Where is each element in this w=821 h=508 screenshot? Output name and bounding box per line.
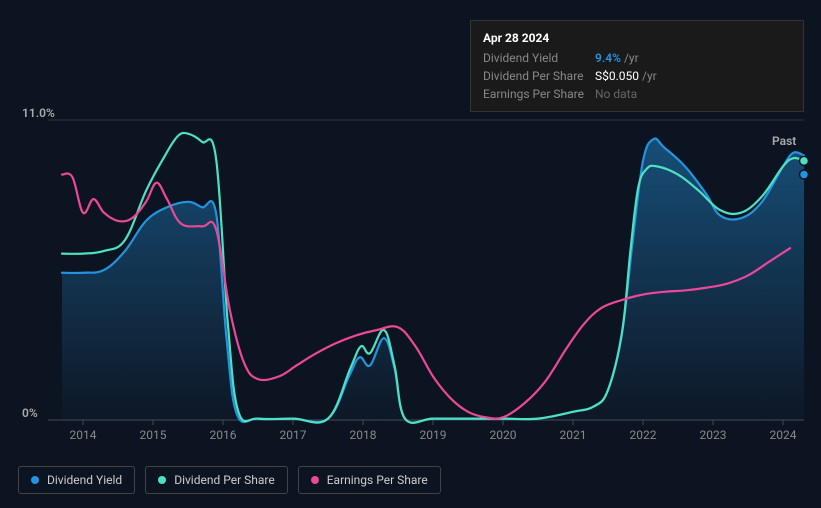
legend-item[interactable]: Earnings Per Share (298, 466, 441, 494)
x-axis-label: 2020 (490, 428, 517, 442)
chart-container: Apr 28 2024 Dividend Yield9.4% /yrDivide… (0, 0, 821, 508)
x-axis-label: 2022 (630, 428, 657, 442)
tooltip-row: Dividend Yield9.4% /yr (471, 49, 803, 67)
x-axis-label: 2019 (420, 428, 447, 442)
x-axis-label: 2015 (140, 428, 167, 442)
tooltip-row: Dividend Per ShareS$0.050 /yr (471, 67, 803, 85)
chart-tooltip: Apr 28 2024 Dividend Yield9.4% /yrDivide… (470, 20, 804, 112)
x-axis-label: 2016 (210, 428, 237, 442)
y-axis-label: 0% (22, 406, 38, 420)
legend: Dividend Yield Dividend Per Share Earnings… (18, 466, 441, 494)
tooltip-value: S$0.050 /yr (595, 69, 657, 83)
line-chart-svg (18, 110, 808, 450)
legend-dot-icon (31, 476, 39, 484)
legend-item[interactable]: Dividend Per Share (145, 466, 288, 494)
legend-label: Earnings Per Share (327, 473, 428, 487)
legend-dot-icon (158, 476, 166, 484)
past-label: Past (772, 134, 796, 148)
tooltip-label: Dividend Per Share (483, 69, 595, 83)
x-axis-label: 2017 (280, 428, 307, 442)
y-axis-label: 11.0% (22, 106, 55, 120)
x-axis-label: 2021 (560, 428, 587, 442)
x-axis-label: 2018 (350, 428, 377, 442)
x-axis-label: 2023 (700, 428, 727, 442)
legend-label: Dividend Yield (47, 473, 122, 487)
legend-item[interactable]: Dividend Yield (18, 466, 135, 494)
chart-plot-area: 11.0%0%201420152016201720182019202020212… (18, 110, 808, 450)
tooltip-value: 9.4% /yr (595, 51, 639, 65)
tooltip-label: Earnings Per Share (483, 87, 595, 101)
x-axis-label: 2024 (770, 428, 797, 442)
legend-label: Dividend Per Share (174, 473, 275, 487)
x-axis-label: 2014 (70, 428, 97, 442)
tooltip-value: No data (595, 87, 637, 101)
tooltip-row: Earnings Per ShareNo data (471, 85, 803, 103)
tooltip-date: Apr 28 2024 (471, 29, 803, 49)
legend-dot-icon (311, 476, 319, 484)
tooltip-label: Dividend Yield (483, 51, 595, 65)
